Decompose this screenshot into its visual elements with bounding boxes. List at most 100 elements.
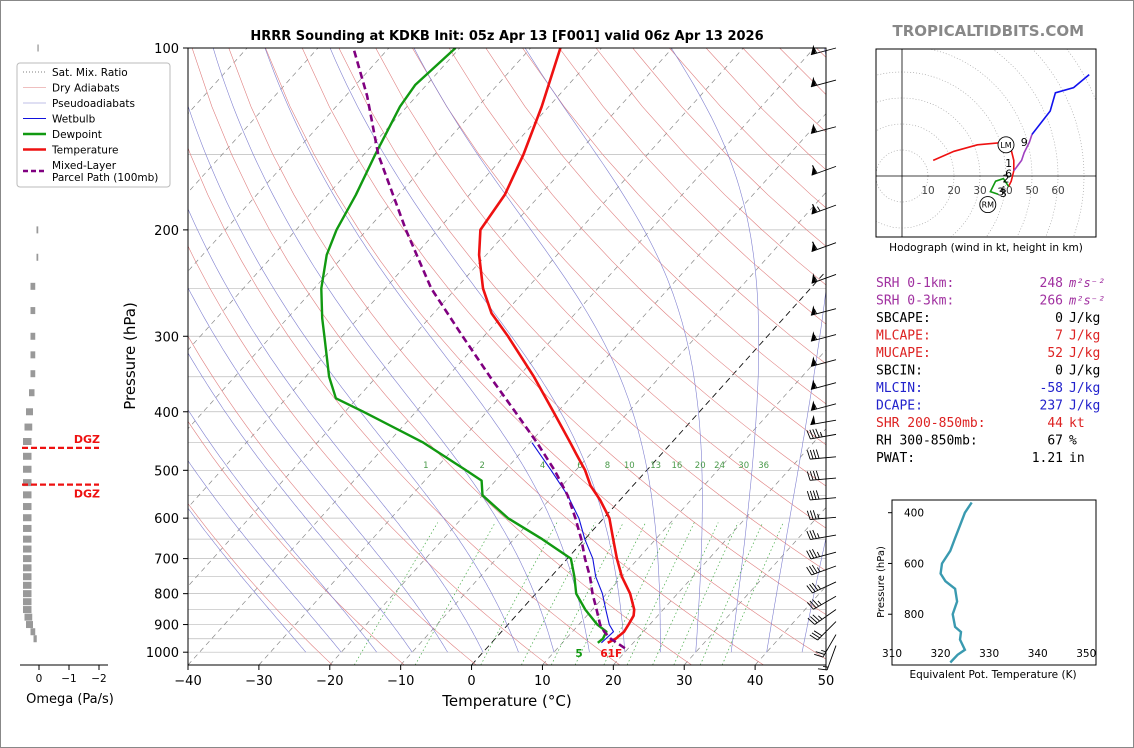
barb-full — [806, 566, 812, 576]
barb-full — [806, 530, 811, 540]
barb-half — [821, 649, 827, 653]
index-value: 237 — [1040, 399, 1063, 414]
y-tick-label: 600 — [154, 512, 179, 527]
hodograph-ring-label: 20 — [947, 185, 960, 197]
legend-label-line: Dry Adiabats — [52, 83, 120, 95]
barb-full — [806, 491, 811, 501]
barb-full — [809, 471, 814, 481]
legend-label: Dry Adiabats — [52, 83, 120, 95]
wind-barb — [810, 331, 837, 342]
x-tick-label: −20 — [316, 674, 343, 689]
omega-bar — [30, 370, 36, 378]
dry-adiabat-line — [412, 48, 826, 487]
barb-full — [806, 430, 811, 440]
y-tick-label: 500 — [154, 464, 179, 479]
x-tick-label: 40 — [747, 674, 764, 689]
wind-barb — [806, 548, 837, 560]
theta-e-y-tick-label: 400 — [904, 508, 924, 520]
isotherm-line — [400, 191, 826, 665]
y-axis-label: Pressure (hPa) — [121, 302, 139, 410]
dry-adiabat-line — [338, 48, 826, 572]
x-tick-label: −10 — [387, 674, 414, 689]
mixing-ratio-label: 8 — [605, 461, 610, 471]
isotherm-line — [683, 506, 826, 665]
barb-full — [807, 617, 816, 625]
omega-bar — [23, 479, 32, 487]
barb-full — [815, 449, 820, 459]
hodograph-height-label: 3 — [1000, 187, 1007, 200]
wind-barb — [810, 44, 837, 56]
omega-bar — [23, 545, 32, 553]
mixing-ratio-line — [574, 522, 646, 665]
barb-full — [812, 429, 817, 439]
omega-bar — [23, 573, 32, 581]
index-label: DCAPE: — [876, 399, 923, 414]
index-unit: m²s⁻² — [1068, 294, 1105, 308]
barb-full — [811, 632, 820, 639]
barb-half — [814, 80, 818, 86]
storm-motion-marker — [997, 136, 1015, 154]
legend-entry: Sat. Mix. Ratio — [23, 67, 128, 79]
theta-e-trace — [939, 501, 973, 664]
y-tick-label: 700 — [154, 553, 179, 568]
omega-bar — [23, 535, 32, 543]
barb-half — [817, 600, 822, 606]
mixing-ratio-label: 2 — [479, 461, 484, 471]
dewpoint-line — [320, 48, 608, 644]
index-row: MLCAPE: 7 J/kg — [876, 329, 1100, 344]
barb-shaft — [812, 581, 837, 594]
hodograph-segment — [1013, 134, 1033, 172]
index-label: RH 300-850mb: — [876, 434, 978, 449]
isotherm-line — [329, 113, 826, 665]
barb-shaft — [810, 516, 837, 520]
pseudoadiabat-line — [264, 48, 590, 653]
surface-dewp-label: 5 — [575, 648, 582, 660]
theta-e-x-tick-label: 330 — [979, 648, 999, 660]
barb-full — [809, 584, 816, 592]
legend-label-line: Sat. Mix. Ratio — [52, 67, 128, 79]
barb-full — [809, 510, 814, 520]
theta-e-ylabel: Pressure (hPa) — [876, 546, 887, 618]
barb-half — [814, 360, 818, 366]
mixing-ratio-line — [721, 522, 784, 665]
index-unit: % — [1069, 434, 1077, 449]
index-row: SRH 0-3km: 266 m²s⁻² — [876, 294, 1105, 309]
wind-barb — [806, 595, 837, 610]
temperature-line — [477, 48, 636, 644]
barb-full — [809, 530, 814, 540]
legend-label: Temperature — [51, 145, 119, 157]
wind-barb — [810, 76, 837, 88]
hodograph-height-label: 3 — [997, 186, 1004, 199]
x-tick-label: 30 — [676, 674, 693, 689]
barb-shaft — [810, 534, 837, 541]
dry-adiabat-line — [301, 48, 826, 615]
wind-barb — [806, 490, 837, 501]
legend-label-line: Mixed-Layer — [52, 160, 117, 172]
barb-half — [818, 615, 823, 620]
barb-flag — [811, 165, 817, 176]
mixing-ratio-label: 13 — [650, 461, 661, 471]
y-tick-label: 900 — [154, 619, 179, 634]
storm-motion-label: RM — [982, 201, 995, 210]
chart-title: HRRR Sounding at KDKB Init: 05z Apr 13 [… — [250, 29, 763, 44]
wetbulb-line — [531, 442, 615, 644]
hodograph-height-label: 9 — [1021, 136, 1028, 149]
barb-full — [809, 449, 814, 459]
omega-bar — [23, 564, 32, 572]
index-unit: J/kg — [1069, 346, 1100, 361]
barb-flag — [810, 76, 816, 87]
x-tick-label: −40 — [174, 674, 201, 689]
omega-bar — [30, 628, 36, 636]
mixing-ratio-label: 24 — [714, 461, 725, 471]
dry-adiabat-line — [188, 335, 477, 665]
index-label: MLCIN: — [876, 381, 923, 396]
index-label: PWAT: — [876, 451, 915, 466]
skewt-background-lines: 1 2 4 6 8 10 13 16 20 24 30 36 — [188, 48, 826, 665]
sounding-indices: SRH 0-1km: 248 m²s⁻² SRH 0-3km: 266 m²s⁻² SBCA… — [876, 276, 1105, 466]
pseudoadiabat-line — [188, 352, 413, 653]
barb-shaft — [811, 273, 837, 284]
barb-full — [814, 653, 824, 658]
barb-half — [816, 533, 820, 539]
index-unit: kt — [1069, 416, 1085, 431]
dry-adiabat-line — [448, 48, 826, 446]
